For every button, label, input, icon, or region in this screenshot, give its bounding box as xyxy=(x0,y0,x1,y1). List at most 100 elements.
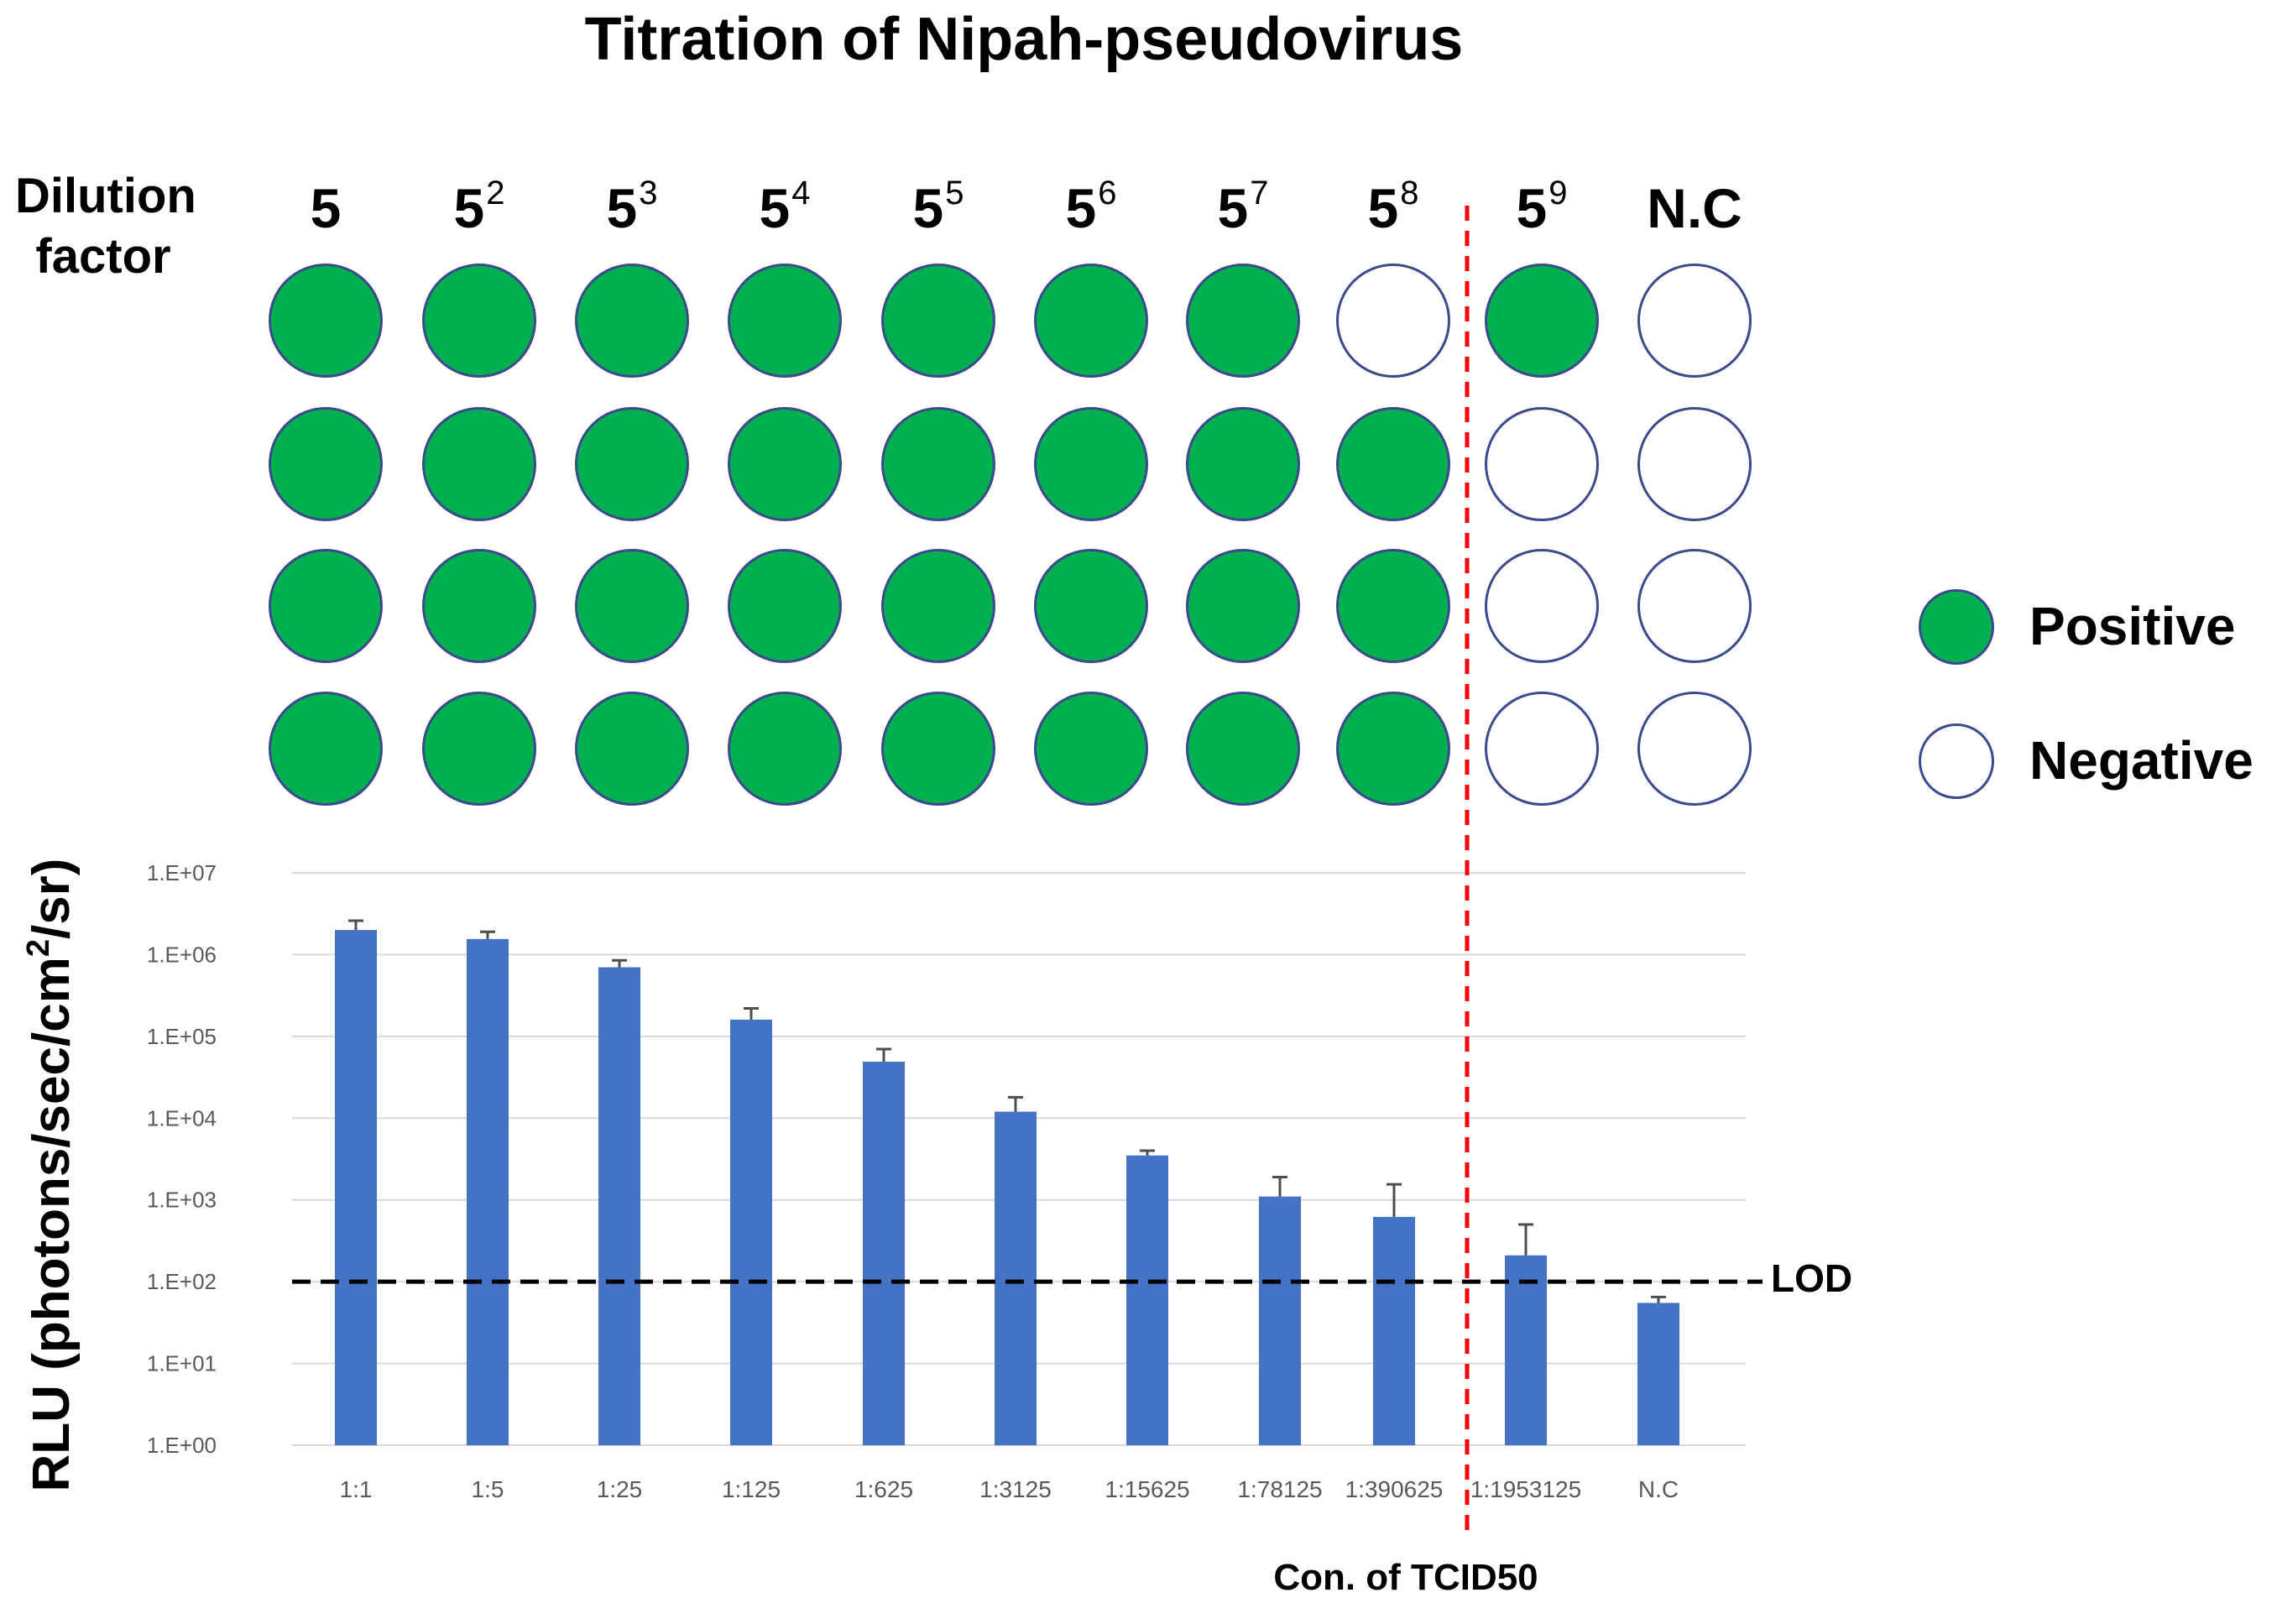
x-tick-label: N.C xyxy=(1638,1476,1679,1502)
dilution-header-base: 5 xyxy=(912,177,944,239)
dilution-header-exponent: 4 xyxy=(791,175,811,211)
positive-well xyxy=(422,264,536,378)
figure-title: Titration of Nipah-pseudovirus xyxy=(584,6,1464,73)
positive-well xyxy=(728,264,842,378)
positive-well xyxy=(728,549,842,663)
dilution-header-exponent: 5 xyxy=(945,175,964,211)
negative-well xyxy=(1485,549,1599,663)
positive-well xyxy=(575,407,689,521)
bar xyxy=(467,938,509,1445)
x-tick-label: 1:78125 xyxy=(1237,1476,1322,1502)
positive-well xyxy=(728,407,842,521)
dilution-header-4: 54 xyxy=(709,175,860,242)
legend-negative-swatch xyxy=(1919,723,1994,799)
dilution-header-base: 5 xyxy=(453,177,485,239)
dilution-header-exponent: 3 xyxy=(639,175,658,211)
x-tick-label: 1:25 xyxy=(597,1476,643,1502)
positive-well xyxy=(1186,692,1300,806)
y-tick-label: 1.E+02 xyxy=(147,1269,217,1294)
positive-well xyxy=(881,549,995,663)
bar xyxy=(863,1062,905,1445)
bar xyxy=(1637,1303,1679,1445)
dilution-header-exponent: 8 xyxy=(1400,175,1419,211)
x-tick-label: 1:625 xyxy=(854,1476,913,1502)
y-tick-label: 1.E+07 xyxy=(147,860,217,885)
bar xyxy=(1505,1255,1547,1445)
dilution-header-6: 56 xyxy=(1016,175,1167,242)
positive-well xyxy=(269,407,383,521)
y-tick-label: 1.E+04 xyxy=(147,1105,217,1131)
x-tick-label: 1:125 xyxy=(722,1476,781,1502)
positive-well xyxy=(1336,407,1450,521)
y-tick-label: 1.E+00 xyxy=(147,1433,217,1458)
bar xyxy=(598,967,640,1445)
dilution-header-1: 5 xyxy=(250,175,401,242)
negative-well xyxy=(1336,264,1450,378)
positive-well xyxy=(575,264,689,378)
dilution-header-base: 5 xyxy=(606,177,638,239)
dilution-header-2: 52 xyxy=(404,175,555,242)
positive-well xyxy=(269,264,383,378)
positive-well xyxy=(1485,264,1599,378)
y-tick-label: 1.E+01 xyxy=(147,1351,217,1376)
positive-well xyxy=(1034,549,1148,663)
positive-well xyxy=(1186,407,1300,521)
lod-label: LOD xyxy=(1771,1256,1853,1300)
dilution-header-8: 58 xyxy=(1318,175,1469,242)
x-tick-label: 1:1 xyxy=(340,1476,373,1502)
bar xyxy=(995,1111,1037,1445)
y-axis-title-tail: /sr) xyxy=(23,858,81,940)
y-axis-title-main: RLU (photons/sec/cm xyxy=(23,957,81,1492)
dilution-header-exponent: 2 xyxy=(486,175,505,211)
dilution-header-7: 57 xyxy=(1167,175,1319,242)
y-axis-title-superscript: 2 xyxy=(21,939,56,958)
x-tick-label: 1:5 xyxy=(472,1476,504,1502)
negative-well xyxy=(1637,692,1752,806)
x-axis-title: Con. of TCID50 xyxy=(1273,1557,1538,1598)
dilution-header-base: 5 xyxy=(1367,177,1399,239)
dilution-header-base: 5 xyxy=(310,177,342,239)
legend-positive-label: Positive xyxy=(2029,596,2236,656)
positive-well xyxy=(422,549,536,663)
positive-well xyxy=(1034,264,1148,378)
positive-well xyxy=(1186,264,1300,378)
bar xyxy=(1259,1196,1301,1445)
bar xyxy=(335,930,377,1445)
bar xyxy=(1373,1216,1415,1445)
bar xyxy=(730,1019,772,1445)
dilution-header-exponent: 6 xyxy=(1098,175,1117,211)
positive-well xyxy=(422,407,536,521)
dilution-header-base: 5 xyxy=(1217,177,1249,239)
y-tick-label: 1.E+06 xyxy=(147,942,217,967)
positive-well xyxy=(575,549,689,663)
dilution-header-base: 5 xyxy=(1065,177,1097,239)
dilution-header-base: N.C xyxy=(1647,177,1742,239)
positive-well xyxy=(1336,692,1450,806)
dilution-header-10: N.C xyxy=(1619,175,1770,242)
x-tick-label: 1:15625 xyxy=(1105,1476,1189,1502)
dilution-header-9: 59 xyxy=(1466,175,1617,242)
x-tick-label: 1:390625 xyxy=(1345,1476,1444,1502)
positive-well xyxy=(1186,549,1300,663)
positive-well xyxy=(1034,692,1148,806)
legend-positive-swatch xyxy=(1919,589,1994,665)
positive-well xyxy=(881,264,995,378)
dilution-factor-label: Dilution factor xyxy=(15,169,196,284)
legend-negative-label: Negative xyxy=(2029,730,2253,791)
y-axis-title: RLU (photons/sec/cm2/sr) xyxy=(14,797,90,1553)
positive-well xyxy=(1034,407,1148,521)
y-tick-label: 1.E+03 xyxy=(147,1188,217,1213)
y-tick-label: 1.E+05 xyxy=(147,1024,217,1049)
dilution-header-5: 55 xyxy=(863,175,1014,242)
positive-well xyxy=(881,692,995,806)
negative-well xyxy=(1485,692,1599,806)
dilution-header-base: 5 xyxy=(1516,177,1548,239)
dilution-header-exponent: 7 xyxy=(1250,175,1269,211)
negative-well xyxy=(1637,264,1752,378)
dilution-header-exponent: 9 xyxy=(1548,175,1568,211)
positive-well xyxy=(881,407,995,521)
x-tick-label: 1:1953125 xyxy=(1470,1476,1581,1502)
x-tick-label: 1:3125 xyxy=(979,1476,1052,1502)
